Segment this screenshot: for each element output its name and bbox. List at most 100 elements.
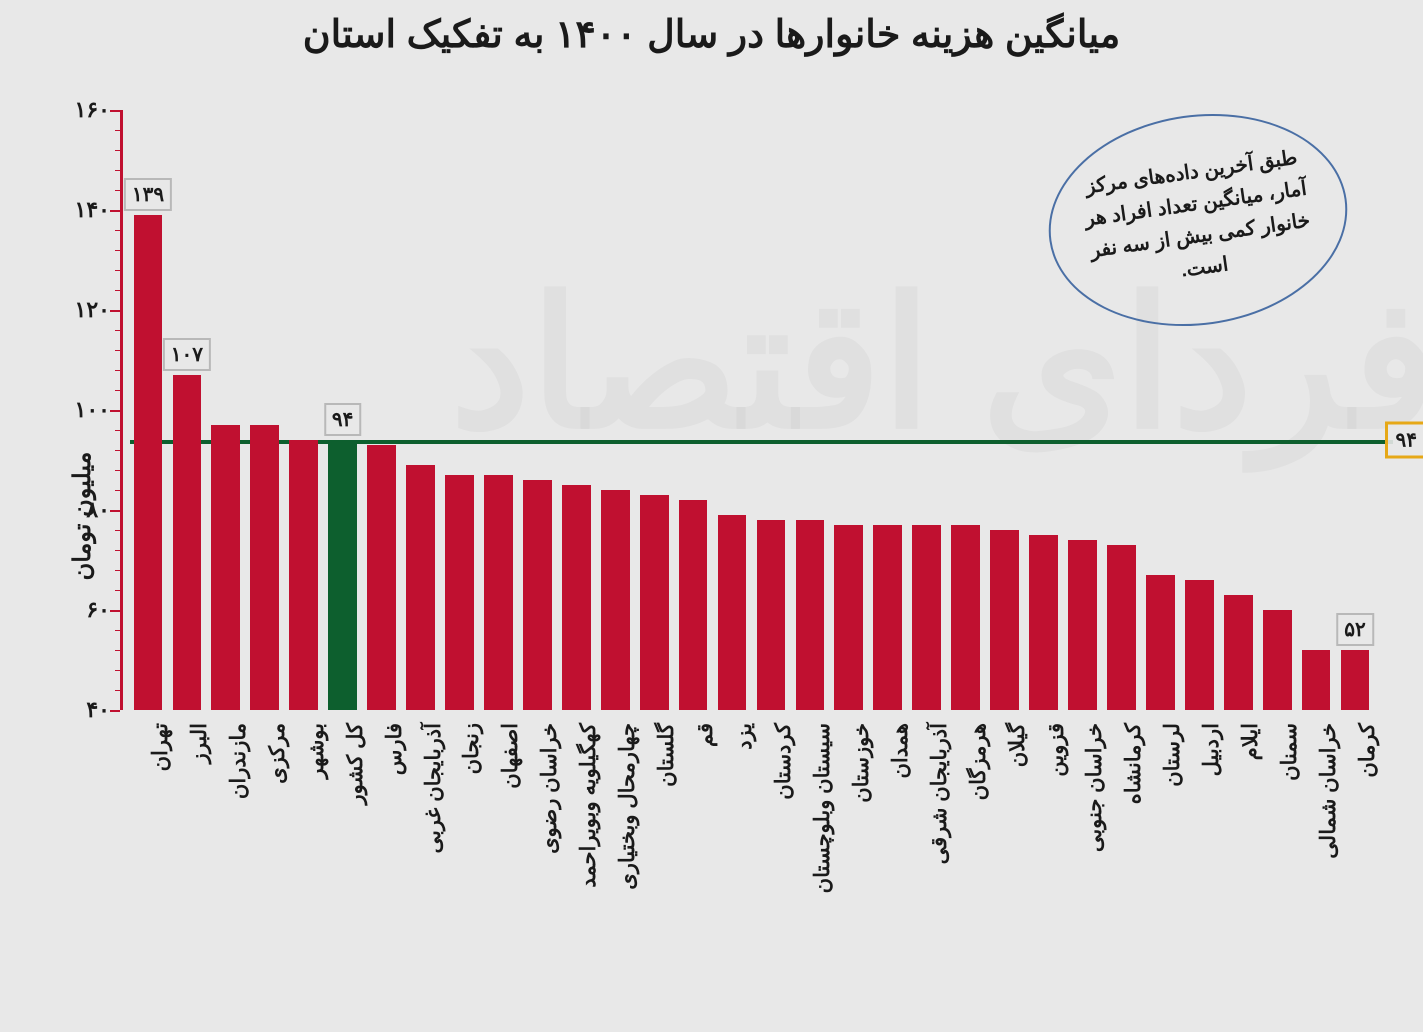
x-label-slot: زنجان [442, 715, 478, 995]
x-label-slot: سیستان وبلوچستان [792, 715, 828, 995]
y-tick-minor [115, 550, 120, 551]
bar [1263, 610, 1292, 710]
x-label-slot: قم [675, 715, 711, 995]
bar [289, 440, 318, 710]
y-tick-minor [115, 470, 120, 471]
x-label-slot: کرمانشاه [1103, 715, 1139, 995]
y-tick-minor [115, 230, 120, 231]
x-label-slot: ایلام [1220, 715, 1256, 995]
bar [912, 525, 941, 710]
chart-title: میانگین هزینه خانوارها در سال ۱۴۰۰ به تف… [0, 12, 1423, 57]
bar-slot [286, 110, 322, 710]
y-tick-minor [115, 250, 120, 251]
bar-slot [987, 110, 1023, 710]
bar [796, 520, 825, 710]
average-line-label: ۹۴ [1385, 422, 1423, 459]
x-label-slot: چهارمحال وبختیاری [597, 715, 633, 995]
chart-container: فردای اقتصاد میانگین هزینه خانوارها در س… [0, 0, 1423, 1032]
bar: ۹۴ [328, 440, 357, 710]
bar-slot [792, 110, 828, 710]
x-label-slot: مازندران [208, 715, 244, 995]
bar-slot [870, 110, 906, 710]
y-tick-major [110, 510, 120, 512]
x-label-slot: خوزستان [831, 715, 867, 995]
bar [1107, 545, 1136, 710]
x-labels-area: تهرانالبرزمازندرانمرکزیبوشهرکل کشورفارسآ… [130, 715, 1373, 995]
bar-slot [558, 110, 594, 710]
x-label-slot: سمنان [1259, 715, 1295, 995]
bar [1146, 575, 1175, 710]
bar-slot [442, 110, 478, 710]
bar-slot [636, 110, 672, 710]
bar [873, 525, 902, 710]
bar [601, 490, 630, 710]
x-label-slot: خراسان شمالی [1298, 715, 1334, 995]
x-label-slot: آذربایجان شرقی [909, 715, 945, 995]
y-tick-minor [115, 490, 120, 491]
x-label-slot: آذربایجان غربی [403, 715, 439, 995]
bar [1068, 540, 1097, 710]
bar [679, 500, 708, 710]
y-tick-minor [115, 530, 120, 531]
y-tick-minor [115, 630, 120, 631]
bar-value-label: ۱۳۹ [124, 178, 172, 211]
x-label-slot: لرستان [1142, 715, 1178, 995]
bar [1224, 595, 1253, 710]
bar-value-label: ۹۴ [324, 403, 361, 436]
bar [757, 520, 786, 710]
bar [406, 465, 435, 710]
bar-slot: ۱۳۹ [130, 110, 166, 710]
x-label-slot: فارس [364, 715, 400, 995]
bar-slot [519, 110, 555, 710]
y-tick-minor [115, 650, 120, 651]
y-tick-minor [115, 170, 120, 171]
y-tick-minor [115, 430, 120, 431]
y-tick-major [110, 310, 120, 312]
bar [562, 485, 591, 710]
bar-value-label: ۵۲ [1336, 613, 1373, 646]
bar [951, 525, 980, 710]
x-label-slot: هرمزگان [948, 715, 984, 995]
x-label-slot: گیلان [987, 715, 1023, 995]
y-tick-minor [115, 330, 120, 331]
y-tick-minor [115, 570, 120, 571]
x-label-slot: اردبیل [1181, 715, 1217, 995]
x-label-slot: البرز [169, 715, 205, 995]
bar [250, 425, 279, 710]
bar [1302, 650, 1331, 710]
x-label-slot: کرمان [1337, 715, 1373, 995]
bar [211, 425, 240, 710]
x-axis-label: کرمان [1355, 723, 1380, 778]
bar-slot [714, 110, 750, 710]
y-tick-minor [115, 690, 120, 691]
y-tick-minor [115, 350, 120, 351]
bar [718, 515, 747, 710]
bar-slot [909, 110, 945, 710]
x-label-slot: خراسان جنوبی [1065, 715, 1101, 995]
y-tick-major [110, 210, 120, 212]
y-tick-major [110, 610, 120, 612]
y-tick-minor [115, 390, 120, 391]
y-tick-minor [115, 190, 120, 191]
bar [484, 475, 513, 710]
y-tick-minor [115, 290, 120, 291]
y-tick-minor [115, 450, 120, 451]
bar-value-label: ۱۰۷ [163, 338, 211, 371]
bar: ۱۳۹ [134, 215, 163, 710]
bar-slot [247, 110, 283, 710]
bar-slot: ۱۰۷ [169, 110, 205, 710]
bar [1029, 535, 1058, 710]
bar [1185, 580, 1214, 710]
bar-slot [753, 110, 789, 710]
x-label-slot: کردستان [753, 715, 789, 995]
bar-slot [948, 110, 984, 710]
bar-slot [208, 110, 244, 710]
x-label-slot: کل کشور [325, 715, 361, 995]
bar-slot: ۹۴ [325, 110, 361, 710]
bar: ۱۰۷ [173, 375, 202, 710]
bar-slot [675, 110, 711, 710]
bar-slot [364, 110, 400, 710]
callout-text: طبق آخرین داده‌های مرکز آمار، میانگین تع… [1067, 140, 1328, 301]
bar [834, 525, 863, 710]
x-label-slot: کهگیلویه وبویراحمد [558, 715, 594, 995]
